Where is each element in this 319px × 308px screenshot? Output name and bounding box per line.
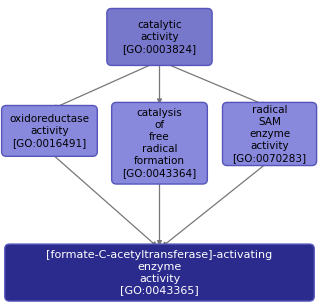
FancyBboxPatch shape — [107, 9, 212, 66]
Text: catalysis
of
free
radical
formation
[GO:0043364]: catalysis of free radical formation [GO:… — [122, 108, 197, 178]
FancyBboxPatch shape — [222, 103, 316, 166]
Text: catalytic
activity
[GO:0003824]: catalytic activity [GO:0003824] — [122, 20, 197, 54]
FancyBboxPatch shape — [112, 102, 207, 184]
Text: radical
SAM
enzyme
activity
[GO:0070283]: radical SAM enzyme activity [GO:0070283] — [233, 105, 307, 163]
FancyBboxPatch shape — [2, 105, 97, 156]
FancyBboxPatch shape — [5, 244, 314, 301]
Text: [formate-C-acetyltransferase]-activating
enzyme
activity
[GO:0043365]: [formate-C-acetyltransferase]-activating… — [46, 249, 273, 296]
Text: oxidoreductase
activity
[GO:0016491]: oxidoreductase activity [GO:0016491] — [10, 114, 89, 148]
